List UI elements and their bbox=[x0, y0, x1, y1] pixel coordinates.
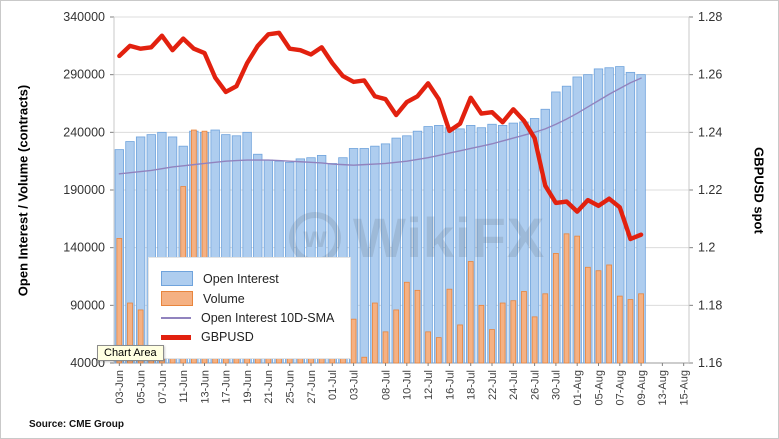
chart-area-tooltip: Chart Area bbox=[97, 345, 164, 361]
svg-text:03-Jun: 03-Jun bbox=[114, 370, 126, 404]
svg-text:24-Jul: 24-Jul bbox=[508, 370, 520, 400]
svg-text:05-Aug: 05-Aug bbox=[593, 370, 605, 405]
x-axis-labels: 03-Jun 05-Jun 07-Jun 11-Jun 13-Jun 17-Jun 19-J… bbox=[114, 363, 691, 405]
legend-label: Volume bbox=[203, 291, 245, 306]
legend-item-volume: Volume bbox=[161, 291, 334, 306]
svg-text:03-Jul: 03-Jul bbox=[348, 370, 360, 400]
svg-text:01-Aug: 01-Aug bbox=[572, 370, 584, 405]
svg-text:12-Jul: 12-Jul bbox=[423, 370, 435, 400]
svg-text:05-Jun: 05-Jun bbox=[135, 370, 147, 404]
svg-text:21-Jun: 21-Jun bbox=[263, 370, 275, 404]
open-interest-10d-sma-line bbox=[118, 77, 642, 175]
svg-text:11-Jun: 11-Jun bbox=[178, 370, 190, 403]
svg-text:40000: 40000 bbox=[70, 356, 105, 370]
volume-swatch-icon bbox=[161, 291, 193, 306]
svg-text:1.28: 1.28 bbox=[698, 10, 722, 24]
svg-text:13-Aug: 13-Aug bbox=[657, 370, 669, 405]
svg-text:30-Jul: 30-Jul bbox=[551, 370, 563, 400]
svg-text:290000: 290000 bbox=[63, 68, 105, 82]
svg-text:240000: 240000 bbox=[63, 125, 105, 139]
svg-text:15-Aug: 15-Aug bbox=[679, 370, 691, 405]
svg-text:1.16: 1.16 bbox=[698, 356, 722, 370]
svg-text:25-Jun: 25-Jun bbox=[285, 370, 297, 404]
svg-text:09-Aug: 09-Aug bbox=[636, 370, 648, 405]
svg-text:140000: 140000 bbox=[63, 241, 105, 255]
svg-text:10-Jul: 10-Jul bbox=[402, 370, 414, 400]
svg-text:18-Jul: 18-Jul bbox=[466, 370, 478, 400]
svg-text:26-Jul: 26-Jul bbox=[529, 370, 541, 400]
legend-item-gbpusd: GBPUSD bbox=[161, 330, 334, 344]
svg-text:01-Jul: 01-Jul bbox=[327, 370, 339, 400]
gbpusd-line bbox=[117, 30, 644, 242]
svg-text:1.18: 1.18 bbox=[698, 298, 722, 312]
legend-label: Open Interest 10D-SMA bbox=[201, 311, 335, 325]
svg-text:13-Jun: 13-Jun bbox=[199, 370, 211, 404]
legend-item-open-interest: Open Interest bbox=[161, 271, 334, 286]
sma-line-swatch-icon bbox=[161, 317, 191, 319]
svg-text:27-Jun: 27-Jun bbox=[306, 370, 318, 404]
legend-label: Open Interest bbox=[203, 271, 279, 286]
svg-text:340000: 340000 bbox=[63, 10, 105, 24]
legend: Open Interest Volume Open Interest 10D-S… bbox=[148, 257, 352, 359]
svg-text:1.22: 1.22 bbox=[698, 183, 722, 197]
svg-text:1.24: 1.24 bbox=[698, 125, 722, 139]
svg-text:90000: 90000 bbox=[70, 298, 105, 312]
legend-label: GBPUSD bbox=[201, 330, 254, 344]
gbpusd-line-swatch-icon bbox=[161, 334, 191, 340]
svg-text:07-Aug: 07-Aug bbox=[615, 370, 627, 405]
svg-text:22-Jul: 22-Jul bbox=[487, 370, 499, 400]
right-axis-tick-labels: 1.28 1.26 1.24 1.22 1.2 1.18 1.16 bbox=[698, 10, 722, 370]
svg-text:1.26: 1.26 bbox=[698, 68, 722, 82]
svg-text:08-Jul: 08-Jul bbox=[380, 370, 392, 400]
svg-text:16-Jul: 16-Jul bbox=[444, 370, 456, 400]
open-interest-swatch-icon bbox=[161, 271, 193, 286]
svg-text:07-Jun: 07-Jun bbox=[157, 370, 169, 404]
svg-text:19-Jun: 19-Jun bbox=[242, 370, 254, 404]
source-note: Source: CME Group bbox=[29, 419, 125, 430]
svg-text:17-Jun: 17-Jun bbox=[221, 370, 233, 404]
svg-text:190000: 190000 bbox=[63, 183, 105, 197]
left-axis-tick-labels: 340000 290000 240000 190000 140000 90000 40000 bbox=[63, 10, 105, 370]
svg-text:1.2: 1.2 bbox=[698, 241, 715, 255]
legend-item-oi-sma: Open Interest 10D-SMA bbox=[161, 311, 334, 325]
